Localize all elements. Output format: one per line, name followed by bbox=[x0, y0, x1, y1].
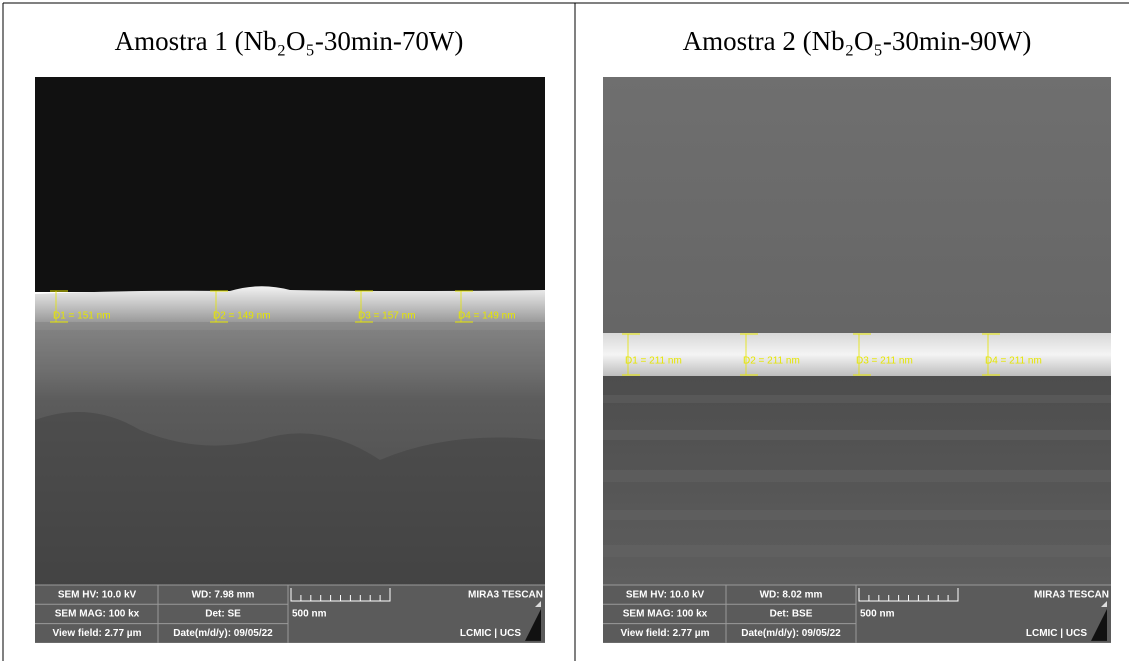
measurement-label: D3 = 157 nm bbox=[358, 311, 416, 322]
info-text: Date(m/d/y): 09/05/22 bbox=[741, 628, 841, 639]
sem-image: D1 = 211 nm D2 = 211 nm D3 = 211 nm D4 = 21… bbox=[603, 77, 1111, 643]
info-text: Det: BSE bbox=[770, 609, 813, 620]
measurement-label: D3 = 211 nm bbox=[856, 356, 913, 367]
info-text: View field: 2.77 µm bbox=[53, 628, 142, 639]
info-text: LCMIC | UCS bbox=[460, 628, 521, 639]
info-text: WD: 7.98 mm bbox=[192, 589, 255, 600]
column-title: Amostra 2 (Nb₂O₅-30min-90W) bbox=[683, 26, 1032, 56]
info-text: SEM MAG: 100 kx bbox=[623, 609, 708, 620]
info-text: 500 nm bbox=[292, 609, 327, 620]
page: Amostra 1 (Nb₂O₅-30min-70W) Amostra 2 (N… bbox=[0, 0, 1129, 661]
info-text: SEM MAG: 100 kx bbox=[55, 609, 140, 620]
measurement-label: D1 = 211 nm bbox=[625, 356, 682, 367]
column-title: Amostra 1 (Nb₂O₅-30min-70W) bbox=[115, 26, 464, 56]
measurement-label: D1 = 151 nm bbox=[53, 311, 111, 322]
measurement-label: D2 = 211 nm bbox=[743, 356, 800, 367]
info-text: Det: SE bbox=[205, 609, 241, 620]
info-text: SEM HV: 10.0 kV bbox=[58, 589, 137, 600]
info-text: WD: 8.02 mm bbox=[760, 589, 823, 600]
measurement-label: D4 = 211 nm bbox=[985, 356, 1042, 367]
info-text: 500 nm bbox=[860, 609, 895, 620]
info-text: SEM HV: 10.0 kV bbox=[626, 589, 705, 600]
info-text: View field: 2.77 µm bbox=[621, 628, 710, 639]
sem-image: D1 = 151 nm D2 = 149 nm D3 = 157 nm D4 = 14… bbox=[35, 77, 545, 643]
measurement-label: D2 = 149 nm bbox=[213, 311, 271, 322]
info-text: MIRA3 TESCAN bbox=[468, 589, 543, 600]
info-text: LCMIC | UCS bbox=[1026, 628, 1087, 639]
info-text: MIRA3 TESCAN bbox=[1034, 589, 1109, 600]
info-text: Date(m/d/y): 09/05/22 bbox=[173, 628, 273, 639]
measurement-label: D4 = 149 nm bbox=[458, 311, 516, 322]
